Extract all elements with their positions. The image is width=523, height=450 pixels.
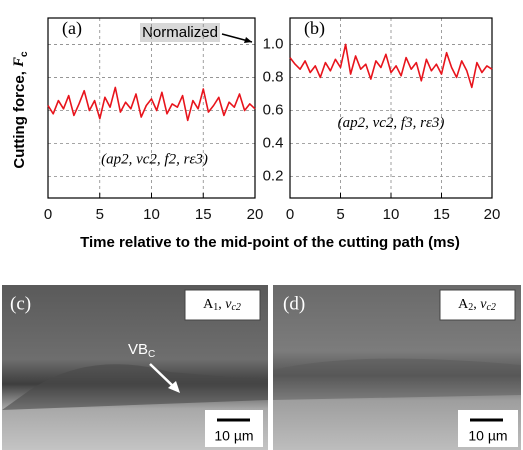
arrow-head: [244, 37, 252, 43]
x-tick-label: 15: [195, 206, 212, 223]
data-line: [47, 86, 256, 122]
y-tick-label: 0.8: [263, 68, 284, 85]
x-tick-label: 5: [96, 206, 104, 223]
data-line: [289, 43, 493, 89]
edge: [273, 358, 521, 400]
wear-arrow: [149, 363, 176, 389]
y-axis-label: Cutting force, Fc: [11, 51, 30, 169]
tag-main: A: [458, 297, 469, 312]
tag-box: [184, 289, 261, 321]
panel-label: (d): [283, 293, 305, 314]
y-tick-label: 0.4: [263, 134, 284, 151]
normalized-box: [140, 23, 220, 42]
speed-sub: c2: [486, 302, 495, 313]
image-c: (c) A1, vc2 VBC 10 µm: [2, 285, 268, 450]
x-tick-label: 10: [143, 206, 160, 223]
annotation: (ap2, vc2, f3, rε3): [338, 115, 445, 131]
speed: v: [225, 297, 232, 312]
x-tick-label: 10: [383, 206, 400, 223]
plot-frame: [289, 17, 493, 199]
speed: v: [480, 297, 487, 312]
x-tick-label: 20: [484, 206, 501, 223]
x-tick-label: 0: [44, 206, 52, 223]
y-tick-label: 1.0: [263, 35, 284, 52]
scale-box: [205, 410, 263, 447]
x-tick-label: 0: [286, 206, 294, 223]
tag-sub: 2: [468, 302, 473, 313]
x-tick-label: 15: [433, 206, 450, 223]
wear-sub: C: [148, 349, 155, 360]
speed-sub: c2: [231, 302, 240, 313]
y-label-text: Cutting force,: [11, 67, 28, 169]
panel-label: (c): [10, 293, 31, 314]
y-label-symbol: F: [11, 57, 27, 68]
scale-box: [458, 410, 518, 447]
tag-box: [439, 289, 516, 321]
x-tick-label: 5: [336, 206, 344, 223]
y-label-sub: c: [19, 51, 30, 57]
panel-label: (b): [304, 18, 325, 39]
wear-main: VB: [128, 341, 148, 358]
panel-label: (a): [62, 18, 82, 39]
edge: [2, 364, 268, 410]
x-axis-label: Time relative to the mid-point of the cu…: [80, 234, 460, 251]
image-d: (d) A2, vc2 10 µm: [273, 285, 521, 450]
y-tick-label: 0.2: [263, 168, 284, 185]
scale-label: 10 µm: [468, 428, 507, 444]
tag-main: A: [203, 297, 214, 312]
arrow-head: [168, 381, 180, 393]
scale-label: 10 µm: [214, 428, 253, 444]
normalized-label: Normalized: [142, 24, 218, 41]
x-tick-label: 20: [247, 206, 264, 223]
tag: A1, vc2: [203, 297, 241, 313]
tag: A2, vc2: [458, 297, 496, 313]
annotation: (ap2, vc2, f2, rε3): [101, 151, 208, 167]
tag-sub: 1: [213, 302, 218, 313]
wear-label: VBC: [128, 341, 155, 360]
y-tick-label: 0.6: [263, 101, 284, 118]
